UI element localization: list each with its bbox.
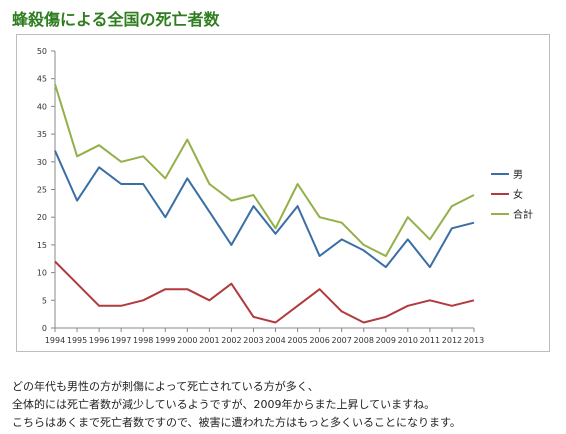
y-tick-label: 35 — [37, 130, 47, 139]
page-title: 蜂殺傷による全国の死亡者数 — [12, 10, 220, 29]
chart-axes: 0 5 10 15 20 25 30 35 40 45 50 1994 1995 1996 1997 1998… — [37, 47, 484, 345]
x-tick-label: 2011 — [420, 336, 440, 345]
y-tick-label: 0 — [42, 324, 47, 333]
caption-line-3: こちらはあくまで死亡者数ですので、被害に遭われた方はもっと多くいることになります… — [12, 416, 461, 429]
chart-frame: 0 5 10 15 20 25 30 35 40 45 50 1994 1995 1996 1997 1998… — [16, 34, 550, 352]
x-tick-label: 1994 — [45, 336, 65, 345]
caption-line-1: どの年代も男性の方が刺傷によって死亡されている方が多く、 — [12, 380, 319, 393]
x-tick-label: 2006 — [309, 336, 329, 345]
x-tick-label: 2005 — [287, 336, 307, 345]
y-tick-label: 30 — [37, 158, 47, 167]
x-tick-label: 1998 — [133, 336, 153, 345]
x-tick-label: 2000 — [177, 336, 197, 345]
y-tick-label: 15 — [37, 241, 47, 250]
y-tick-label: 40 — [37, 102, 47, 111]
series-line-2 — [54, 260, 475, 324]
x-tick-label: 2007 — [332, 336, 352, 345]
y-tick-label: 45 — [37, 75, 47, 84]
y-tick-label: 50 — [37, 47, 47, 56]
x-tick-label: 2012 — [442, 336, 462, 345]
series-line-3 — [54, 83, 475, 257]
x-tick-label: 1999 — [155, 336, 175, 345]
line-chart: 0 5 10 15 20 25 30 35 40 45 50 1994 1995 1996 1997 1998… — [37, 47, 533, 345]
x-tick-label: 2001 — [199, 336, 219, 345]
x-tick-label: 1997 — [111, 336, 131, 345]
x-tick-label: 2013 — [464, 336, 484, 345]
y-tick-label: 20 — [37, 213, 47, 222]
x-tick-label: 2002 — [221, 336, 241, 345]
x-tick-label: 1995 — [67, 336, 87, 345]
y-tick-label: 25 — [37, 186, 47, 195]
legend-label: 合計 — [513, 208, 533, 221]
x-tick-label: 1996 — [89, 336, 109, 345]
x-tick-label: 2009 — [376, 336, 396, 345]
y-tick-label: 10 — [37, 269, 47, 278]
x-tick-label: 2003 — [243, 336, 263, 345]
chart-series — [54, 83, 475, 324]
x-tick-label: 2004 — [265, 336, 285, 345]
series-line-1 — [54, 150, 475, 269]
x-tick-label: 2010 — [398, 336, 418, 345]
caption: どの年代も男性の方が刺傷によって死亡されている方が多く、 全体的には死亡者数が減… — [12, 378, 461, 432]
legend-label: 男 — [513, 169, 523, 181]
y-tick-label: 5 — [42, 296, 47, 305]
caption-line-2: 全体的には死亡者数が減少しているようですが、2009年からまた上昇していますね。 — [12, 398, 436, 411]
legend-label: 女 — [513, 188, 523, 201]
x-tick-label: 2008 — [354, 336, 374, 345]
